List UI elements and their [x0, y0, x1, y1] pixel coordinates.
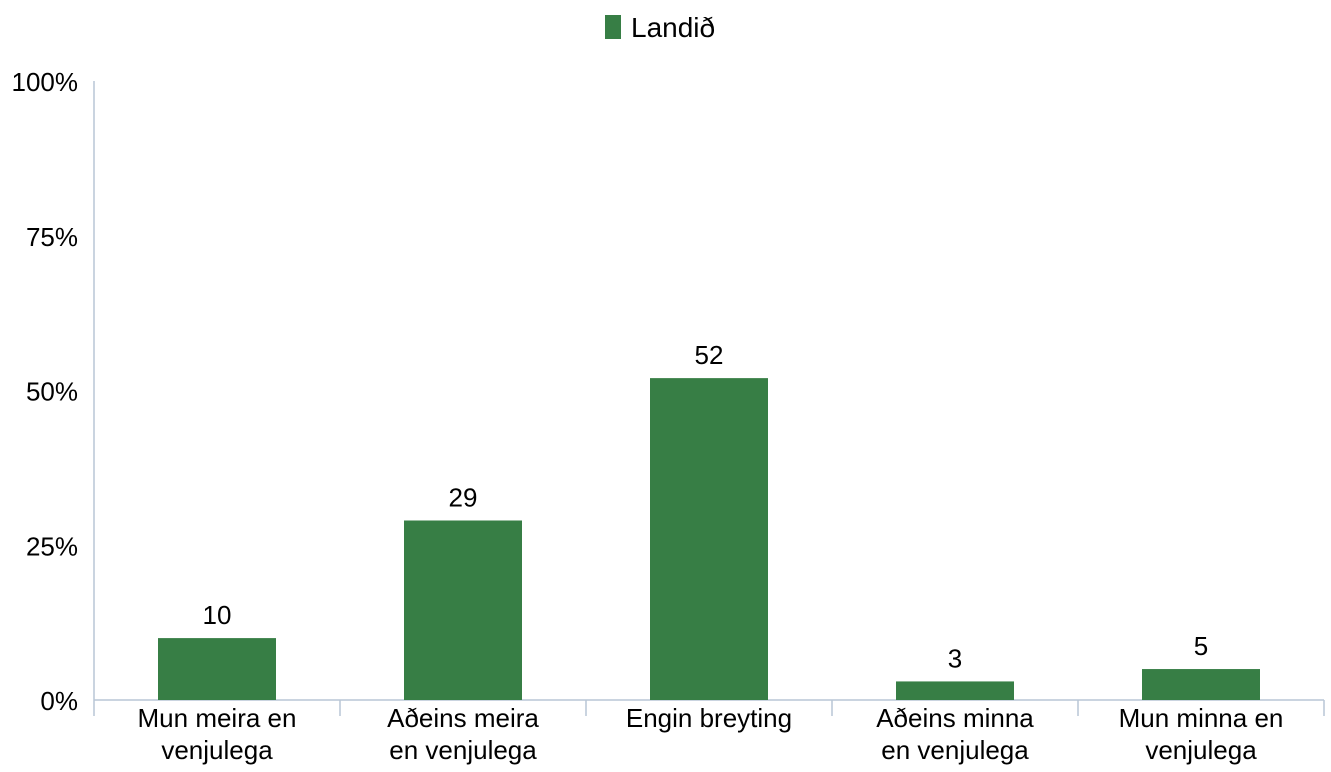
x-tick-label-line: Mun minna en: [1119, 703, 1284, 733]
y-tick-label: 25%: [26, 531, 78, 561]
y-tick-label: 75%: [26, 222, 78, 252]
x-tick-label-line: Mun meira en: [138, 703, 297, 733]
data-label: 29: [449, 482, 478, 512]
x-tick-label-line: venjulega: [1145, 735, 1257, 765]
y-tick-label: 100%: [12, 67, 79, 97]
bar: [404, 520, 522, 700]
y-axis-ticks: 0% 25% 50% 75% 100%: [12, 67, 79, 716]
y-tick-label: 50%: [26, 377, 78, 407]
x-tick-label-line: Engin breyting: [626, 703, 792, 733]
data-labels: 10 29 52 3 5: [203, 340, 1209, 673]
x-tick-label: Mun meira en venjulega: [138, 703, 297, 765]
data-label: 3: [948, 643, 962, 673]
x-tick-label: Engin breyting: [626, 703, 792, 733]
bar: [896, 681, 1014, 700]
data-label: 10: [203, 600, 232, 630]
y-tick-label: 0%: [40, 686, 78, 716]
x-tick-label-line: en venjulega: [881, 735, 1029, 765]
legend-swatch: [605, 15, 621, 39]
x-tick-label: Aðeins minna en venjulega: [876, 703, 1034, 765]
x-tick-label-line: Aðeins meira: [387, 703, 539, 733]
data-label: 5: [1194, 631, 1208, 661]
x-tick-label-line: en venjulega: [389, 735, 537, 765]
data-label: 52: [695, 340, 724, 370]
x-tick-label-line: Aðeins minna: [876, 703, 1034, 733]
x-tick-label: Aðeins meira en venjulega: [387, 703, 539, 765]
bar: [158, 638, 276, 700]
bars: [158, 378, 1260, 700]
legend-label: Landið: [631, 12, 715, 43]
bar: [1142, 669, 1260, 700]
x-tick-label: Mun minna en venjulega: [1119, 703, 1284, 765]
x-tick-label-line: venjulega: [161, 735, 273, 765]
bar: [650, 378, 768, 700]
legend: Landið: [605, 12, 715, 43]
